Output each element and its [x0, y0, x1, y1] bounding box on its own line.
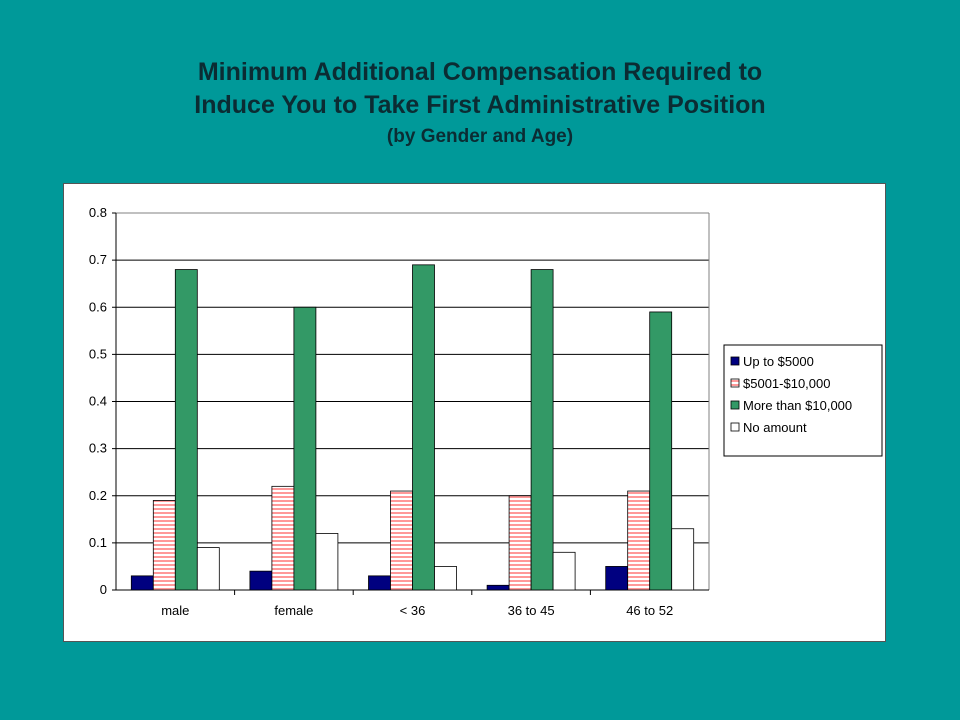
bar [530, 269, 554, 591]
bar [174, 269, 198, 591]
bar [605, 566, 629, 591]
y-tick-label: 0.4 [89, 394, 107, 409]
chart-title-block: Minimum Additional Compensation Required… [0, 56, 960, 152]
x-tick-label: male [161, 603, 189, 618]
bar-chart: 0 0.1 0.2 0.3 0.4 0.5 0.6 0.7 0.8 male female < 36 3… [89, 205, 883, 618]
bar [315, 533, 339, 591]
legend-box [723, 344, 883, 457]
bar [649, 311, 673, 591]
x-tick-label: 36 to 45 [508, 603, 555, 618]
y-tick-label: 0.2 [89, 488, 107, 503]
bar [434, 566, 457, 591]
bar [196, 547, 220, 591]
bars [130, 264, 695, 591]
y-tick-label: 0.1 [89, 535, 107, 550]
x-tick-label: female [274, 603, 313, 618]
legend-swatch [730, 356, 740, 366]
y-tick-label: 0 [100, 582, 107, 597]
bar [412, 264, 435, 591]
bar [390, 490, 413, 591]
bar [152, 500, 176, 591]
bar [130, 575, 154, 591]
bar [671, 528, 695, 591]
legend: Up to $5000 $5001-$10,000 More than $10,00… [723, 344, 883, 457]
legend-label: $5001-$10,000 [743, 376, 830, 391]
x-tick-label: 46 to 52 [626, 603, 673, 618]
legend-label: Up to $5000 [743, 354, 814, 369]
y-tick-label: 0.7 [89, 252, 107, 267]
chart-title-line-2: Induce You to Take First Administrative … [194, 91, 766, 119]
legend-swatch [730, 400, 740, 410]
bar [293, 306, 317, 591]
legend-swatch [730, 422, 740, 432]
chart-area: 0 0.1 0.2 0.3 0.4 0.5 0.6 0.7 0.8 male female < 36 3… [63, 183, 886, 642]
bar [271, 485, 295, 591]
chart-title-line-1: Minimum Additional Compensation Required… [197, 58, 763, 86]
axes: 0 0.1 0.2 0.3 0.4 0.5 0.6 0.7 0.8 male female < 36 3… [89, 205, 710, 618]
bar [249, 570, 273, 591]
bar [627, 490, 651, 591]
y-tick-label: 0.6 [89, 299, 107, 314]
bar [368, 575, 391, 591]
legend-label: More than $10,000 [743, 398, 852, 413]
bar [508, 495, 532, 591]
y-tick-label: 0.5 [89, 346, 107, 361]
legend-label: No amount [743, 420, 807, 435]
bar [486, 584, 510, 591]
bar [552, 551, 576, 591]
legend-swatch [730, 378, 740, 388]
chart-subtitle: (by Gender and Age) [386, 126, 574, 147]
y-tick-label: 0.8 [89, 205, 107, 220]
y-tick-label: 0.3 [89, 441, 107, 456]
x-tick-label: < 36 [400, 603, 426, 618]
